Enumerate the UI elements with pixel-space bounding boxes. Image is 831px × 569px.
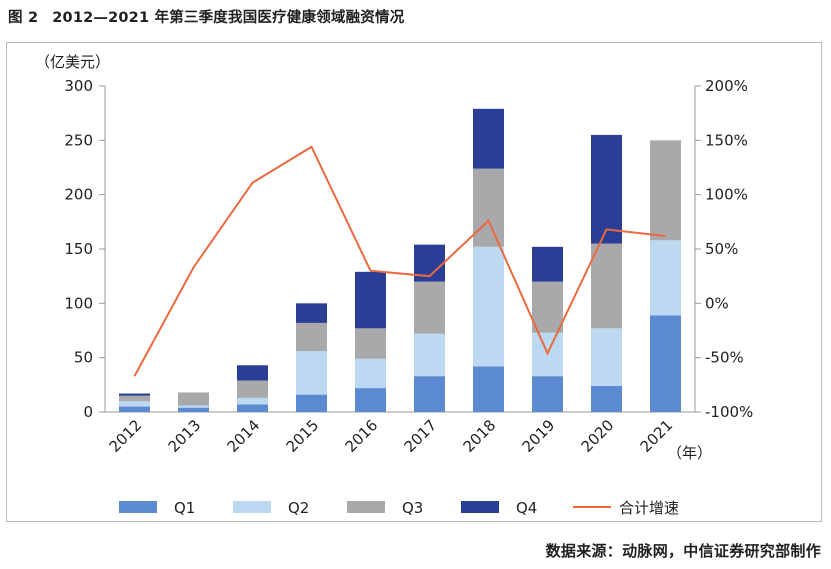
left-tick-label: 150: [64, 240, 93, 258]
x-tick-label-2018: 2018: [460, 416, 500, 456]
left-tick-label: 50: [74, 349, 93, 367]
legend-label-q3: Q3: [402, 499, 423, 517]
bar-q2-2014: [237, 397, 268, 405]
bar-q3-2013: [178, 392, 209, 406]
x-tick-label-2017: 2017: [401, 416, 441, 456]
bar-q2-2021: [650, 240, 681, 316]
left-tick-label: 200: [64, 186, 93, 204]
left-tick-label: 0: [83, 403, 93, 421]
right-axis-ticks: -100% -50% 0% 50% 100% 150% 200%: [695, 77, 753, 421]
bar-q3-2012: [119, 395, 150, 402]
left-tick-label: 300: [64, 77, 93, 95]
legend-label-growth: 合计增速: [619, 499, 679, 517]
right-tick-label: 200%: [705, 77, 748, 95]
bar-q2-2012: [119, 401, 150, 407]
x-tick-label-2019: 2019: [519, 416, 559, 456]
legend: Q1 Q2 Q3 Q4 合计增速: [119, 499, 679, 517]
x-tick-label-2020: 2020: [578, 416, 618, 456]
left-axis-ticks: 0 50 100 150 200 250 300: [64, 77, 105, 421]
bar-q4-2016: [355, 271, 386, 329]
x-axis-labels: 2012 2013 2014 2015 2016 2017 2018 2019 2020 2021: [106, 416, 677, 456]
right-tick-label: 150%: [705, 131, 748, 149]
left-tick-label: 100: [64, 294, 93, 312]
bar-q2-2015: [296, 351, 327, 395]
left-tick-label: 250: [64, 131, 93, 149]
y-axis-unit-label: （亿美元）: [35, 53, 110, 71]
bar-q4-2018: [473, 108, 504, 169]
right-tick-label: 100%: [705, 186, 748, 204]
right-tick-label: 0%: [705, 294, 729, 312]
legend-label-q2: Q2: [288, 499, 309, 517]
legend-swatch-q4: [461, 501, 499, 513]
bar-q3-2021: [650, 140, 681, 241]
chart-svg: （亿美元） 0 50 100 150 200 250 300 -100% -50% 0% 50% 1…: [35, 53, 753, 517]
growth-line-layer: [133, 145, 666, 377]
bar-q1-2012: [119, 406, 150, 412]
legend-label-q4: Q4: [516, 499, 537, 517]
chart-panel: （亿美元） 0 50 100 150 200 250 300 -100% -50% 0% 50% 1…: [6, 42, 822, 522]
figure-number: 图 2: [8, 10, 39, 26]
bar-q2-2016: [355, 358, 386, 389]
legend-label-q1: Q1: [174, 499, 195, 517]
bar-q3-2015: [296, 322, 327, 352]
right-tick-label: -50%: [705, 349, 744, 367]
bar-q2-2017: [414, 333, 445, 377]
x-tick-label-2012: 2012: [106, 416, 146, 456]
bar-q1-2014: [237, 404, 268, 412]
bar-q2-2020: [591, 328, 622, 386]
right-tick-label: 50%: [705, 240, 738, 258]
bar-q1-2017: [414, 376, 445, 412]
bar-q1-2020: [591, 385, 622, 412]
bar-q3-2018: [473, 168, 504, 247]
bar-q3-2017: [414, 281, 445, 334]
legend-swatch-q2: [233, 501, 271, 513]
bar-q4-2012: [119, 393, 150, 396]
bar-q3-2016: [355, 328, 386, 359]
x-tick-label-2016: 2016: [342, 416, 382, 456]
legend-swatch-q3: [347, 501, 385, 513]
bar-group: [119, 108, 681, 412]
x-axis-unit-label: （年）: [667, 444, 712, 462]
bar-q4-2020: [591, 134, 622, 244]
bar-q4-2019: [532, 246, 563, 282]
figure-title: 图 2 2012—2021 年第三季度我国医疗健康领域融资情况: [8, 6, 404, 27]
bar-q4-2014: [237, 365, 268, 381]
bar-q2-2013: [178, 405, 209, 408]
legend-swatch-q1: [119, 501, 157, 513]
bar-q3-2014: [237, 380, 268, 398]
bar-q1-2019: [532, 376, 563, 412]
x-tick-label-2013: 2013: [165, 416, 205, 456]
x-tick-label-2014: 2014: [224, 416, 264, 456]
bar-q1-2021: [650, 315, 681, 412]
bar-q1-2016: [355, 388, 386, 412]
bar-q1-2018: [473, 366, 504, 412]
bar-q1-2013: [178, 407, 209, 412]
x-tick-label-2015: 2015: [283, 416, 323, 456]
growth-rate-line: [133, 145, 666, 377]
bar-q1-2015: [296, 394, 327, 412]
bar-q3-2019: [532, 281, 563, 333]
bar-q3-2020: [591, 243, 622, 329]
bar-q4-2015: [296, 303, 327, 323]
figure-title-text: 2012—2021 年第三季度我国医疗健康领域融资情况: [52, 10, 405, 26]
right-tick-label: -100%: [705, 403, 753, 421]
data-source-note: 数据来源：动脉网，中信证券研究部制作: [545, 542, 821, 560]
bar-q2-2018: [473, 246, 504, 367]
